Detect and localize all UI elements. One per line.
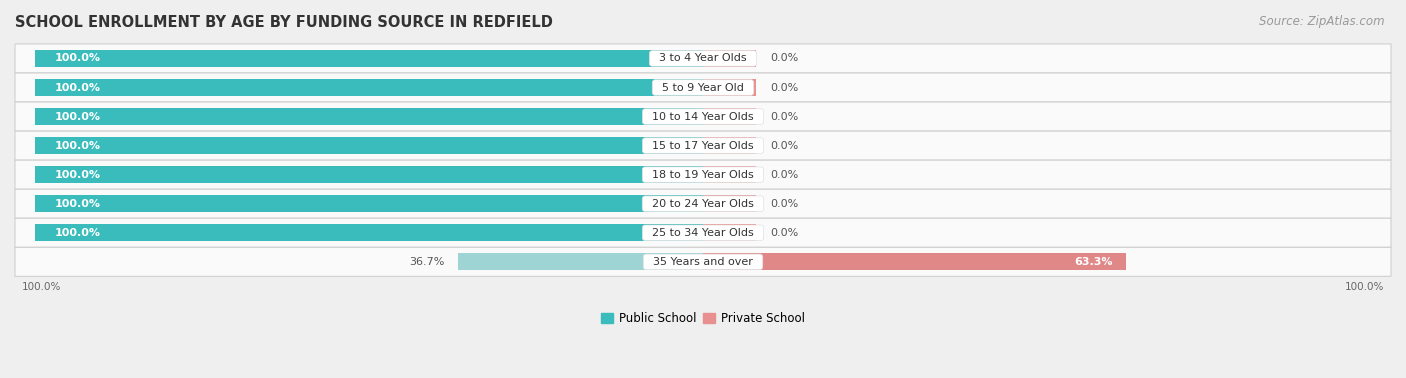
Text: 5 to 9 Year Old: 5 to 9 Year Old <box>655 82 751 93</box>
FancyBboxPatch shape <box>15 189 1391 218</box>
Text: 18 to 19 Year Olds: 18 to 19 Year Olds <box>645 170 761 180</box>
Bar <box>35 195 703 212</box>
Text: 0.0%: 0.0% <box>770 53 799 64</box>
Text: 10 to 14 Year Olds: 10 to 14 Year Olds <box>645 112 761 122</box>
Text: 100.0%: 100.0% <box>55 112 101 122</box>
FancyBboxPatch shape <box>15 160 1391 189</box>
Text: 100.0%: 100.0% <box>55 199 101 209</box>
Legend: Public School, Private School: Public School, Private School <box>596 308 810 330</box>
Text: 100.0%: 100.0% <box>55 141 101 150</box>
Text: 100.0%: 100.0% <box>1346 282 1385 291</box>
Text: SCHOOL ENROLLMENT BY AGE BY FUNDING SOURCE IN REDFIELD: SCHOOL ENROLLMENT BY AGE BY FUNDING SOUR… <box>15 15 553 30</box>
Bar <box>703 108 756 125</box>
Text: 100.0%: 100.0% <box>55 82 101 93</box>
Bar <box>703 225 756 241</box>
Bar <box>703 253 1126 270</box>
Bar <box>35 50 703 67</box>
Bar <box>35 79 703 96</box>
Bar <box>703 166 756 183</box>
Text: 25 to 34 Year Olds: 25 to 34 Year Olds <box>645 228 761 238</box>
Text: 0.0%: 0.0% <box>770 170 799 180</box>
FancyBboxPatch shape <box>15 102 1391 131</box>
Text: 0.0%: 0.0% <box>770 141 799 150</box>
Text: 36.7%: 36.7% <box>409 257 444 267</box>
FancyBboxPatch shape <box>15 44 1391 73</box>
Bar <box>703 137 756 154</box>
Text: 100.0%: 100.0% <box>21 282 60 291</box>
Bar <box>35 108 703 125</box>
FancyBboxPatch shape <box>15 247 1391 276</box>
Text: 0.0%: 0.0% <box>770 199 799 209</box>
Bar <box>35 225 703 241</box>
Text: 63.3%: 63.3% <box>1074 257 1112 267</box>
FancyBboxPatch shape <box>15 131 1391 160</box>
Bar <box>35 137 703 154</box>
FancyBboxPatch shape <box>15 73 1391 102</box>
FancyBboxPatch shape <box>15 218 1391 247</box>
Bar <box>703 79 756 96</box>
Text: Source: ZipAtlas.com: Source: ZipAtlas.com <box>1260 15 1385 28</box>
Bar <box>703 195 756 212</box>
Text: 3 to 4 Year Olds: 3 to 4 Year Olds <box>652 53 754 64</box>
Text: 100.0%: 100.0% <box>55 53 101 64</box>
Text: 15 to 17 Year Olds: 15 to 17 Year Olds <box>645 141 761 150</box>
Text: 35 Years and over: 35 Years and over <box>647 257 759 267</box>
Text: 0.0%: 0.0% <box>770 228 799 238</box>
Text: 20 to 24 Year Olds: 20 to 24 Year Olds <box>645 199 761 209</box>
Bar <box>703 50 756 67</box>
Text: 100.0%: 100.0% <box>55 228 101 238</box>
Text: 100.0%: 100.0% <box>55 170 101 180</box>
Bar <box>458 253 703 270</box>
Bar <box>35 166 703 183</box>
Text: 0.0%: 0.0% <box>770 112 799 122</box>
Text: 0.0%: 0.0% <box>770 82 799 93</box>
